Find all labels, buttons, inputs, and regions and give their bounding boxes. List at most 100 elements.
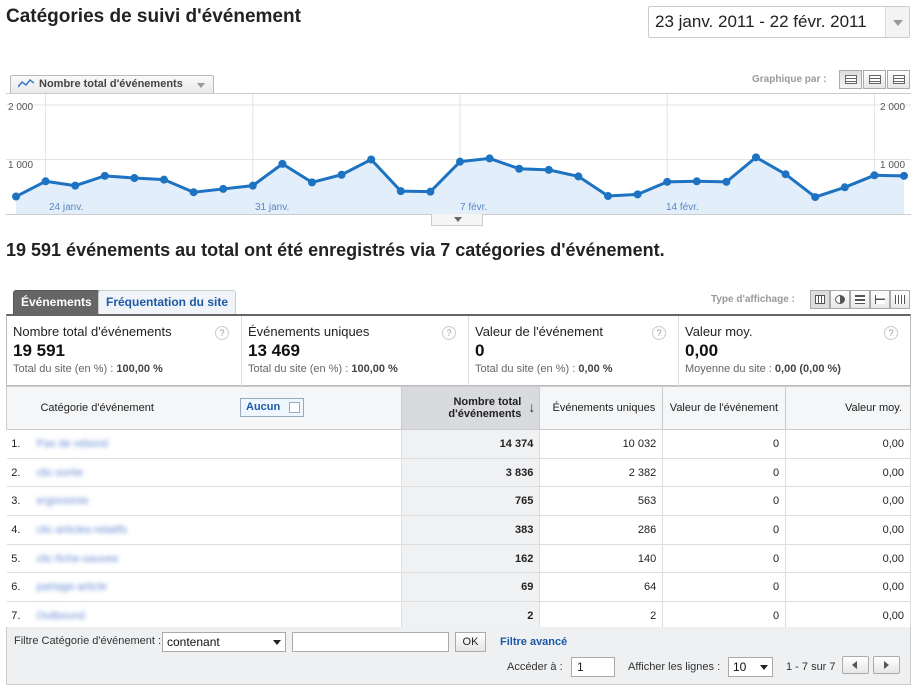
chart-point[interactable]	[219, 184, 228, 193]
category-link-text[interactable]: clic-articles-relatifs	[36, 523, 127, 536]
row-index: 1.	[6, 429, 29, 459]
event-value-cell: 0	[662, 543, 787, 574]
chart-point[interactable]	[752, 153, 760, 162]
date-range-picker[interactable]: 23 janv. 2011 - 22 févr. 2011	[648, 6, 910, 38]
chart-point[interactable]	[41, 177, 50, 186]
chart-point[interactable]	[308, 178, 316, 187]
performance-view-button[interactable]	[850, 290, 870, 309]
graph-by-day-button[interactable]	[839, 70, 862, 89]
prev-page-button[interactable]	[842, 656, 869, 674]
chart-point[interactable]	[604, 192, 612, 201]
metric-sub-value: 0,00 (0,00 %)	[774, 363, 841, 375]
chart-point[interactable]	[12, 192, 20, 201]
chart-point[interactable]	[367, 155, 376, 164]
category-link-text[interactable]: ergonomie	[36, 495, 89, 508]
category-link[interactable]: clic-fiche-sauvee	[28, 543, 403, 574]
chevron-down-icon[interactable]	[885, 7, 909, 37]
category-link-text[interactable]: partage-article	[36, 581, 107, 594]
chart-point[interactable]	[870, 171, 879, 180]
avg-value-header[interactable]: Valeur moy.	[785, 386, 911, 430]
chart-point[interactable]	[485, 154, 494, 163]
rows-per-page-select[interactable]: 10	[728, 657, 773, 677]
comparison-view-button[interactable]	[870, 290, 890, 309]
chart-point[interactable]	[633, 190, 642, 199]
chart-point[interactable]	[248, 181, 257, 190]
secondary-dimension-select[interactable]: Aucun	[240, 398, 304, 417]
unique-events-header[interactable]: Événements uniques	[539, 386, 664, 430]
next-page-button[interactable]	[873, 656, 900, 674]
chart-point[interactable]	[692, 177, 701, 186]
chart-point[interactable]	[396, 187, 405, 196]
chart-point[interactable]	[811, 193, 820, 202]
graph-by-month-button[interactable]	[887, 70, 910, 89]
x-label-31-janv: 31 janv.	[255, 202, 289, 213]
avg-value-cell: 0,00	[785, 457, 911, 488]
pager-text: 1 - 7 sur 7	[786, 661, 836, 673]
chart-point[interactable]	[71, 181, 80, 190]
category-link[interactable]: clic-articles-relatifs	[28, 515, 403, 545]
category-link[interactable]: ergonomie	[28, 486, 403, 517]
chart-point[interactable]	[663, 177, 672, 186]
metric-value: 0,00	[685, 341, 719, 360]
tab-events[interactable]: Événements	[13, 290, 100, 314]
chart-point[interactable]	[515, 164, 524, 173]
graph-by-week-button[interactable]	[863, 70, 886, 89]
calendar-month-icon	[893, 75, 905, 84]
event-value-header[interactable]: Valeur de l'événement	[662, 386, 787, 430]
help-icon[interactable]: ?	[652, 326, 666, 340]
chart-point[interactable]	[781, 170, 790, 179]
total-events-cell: 69	[401, 572, 541, 603]
chart-point[interactable]	[574, 172, 583, 181]
filter-label: Filtre Catégorie d'événement :	[14, 635, 162, 647]
filter-input[interactable]	[292, 632, 449, 652]
pie-chart-icon	[835, 295, 845, 304]
chart-point[interactable]	[130, 174, 139, 183]
chart-point[interactable]	[456, 157, 464, 166]
chart-point[interactable]	[544, 165, 553, 174]
category-link[interactable]: Outbound	[28, 601, 403, 631]
help-icon[interactable]: ?	[884, 326, 898, 340]
summary-heading: 19 591 événements au total ont été enreg…	[6, 240, 665, 260]
chart-point[interactable]	[900, 171, 908, 180]
category-link-text[interactable]: clic-fiche-sauvee	[36, 552, 119, 565]
chart-point[interactable]	[160, 175, 168, 184]
tab-site-usage[interactable]: Fréquentation du site	[98, 290, 237, 314]
category-link-text[interactable]: clic-sortie	[36, 466, 83, 479]
category-link[interactable]: partage-article	[28, 572, 403, 603]
x-label-7-fevr: 7 févr.	[460, 202, 487, 213]
category-link[interactable]: Pas de rebond	[28, 429, 403, 459]
metric-label: Valeur moy.	[685, 324, 753, 339]
total-events-cell: 162	[401, 543, 541, 574]
filter-mode-select[interactable]: contenant	[162, 632, 286, 652]
row-index: 5.	[6, 543, 29, 574]
pivot-view-button[interactable]	[890, 290, 910, 309]
filter-ok-button[interactable]: OK	[455, 632, 486, 652]
pie-view-button[interactable]	[830, 290, 850, 309]
chart-point[interactable]	[426, 187, 435, 196]
event-value-cell: 0	[662, 601, 787, 631]
advanced-filter-link[interactable]: Filtre avancé	[500, 636, 568, 648]
chart-point[interactable]	[189, 188, 198, 197]
chart-point[interactable]	[337, 170, 346, 179]
category-link-text[interactable]: Outbound	[36, 609, 85, 622]
chart-point[interactable]	[100, 171, 109, 180]
category-link-text[interactable]: Pas de rebond	[36, 437, 109, 450]
collapse-graph-button[interactable]	[431, 214, 483, 226]
table-row: 3. ergonomie 765 563 0 0,00	[6, 486, 911, 517]
metric-selector[interactable]: Nombre total d'événements	[10, 75, 214, 94]
help-icon[interactable]: ?	[215, 326, 229, 340]
chart-area	[16, 157, 904, 214]
help-icon[interactable]: ?	[442, 326, 456, 340]
table-view-button[interactable]	[810, 290, 830, 309]
category-link[interactable]: clic-sortie	[28, 457, 403, 488]
total-events-header[interactable]: Nombre total d'événements ↓	[401, 386, 541, 430]
chart-point[interactable]	[278, 159, 287, 168]
y-label-1000-left: 1 000	[8, 160, 33, 171]
chart-point[interactable]	[722, 177, 731, 186]
chart-point[interactable]	[840, 183, 849, 192]
category-header[interactable]: Catégorie d'événement	[28, 386, 403, 430]
avg-value-cell: 0,00	[785, 486, 911, 517]
total-events-cell: 14 374	[401, 429, 541, 459]
row-index: 2.	[6, 457, 29, 488]
goto-input[interactable]: 1	[571, 657, 615, 677]
